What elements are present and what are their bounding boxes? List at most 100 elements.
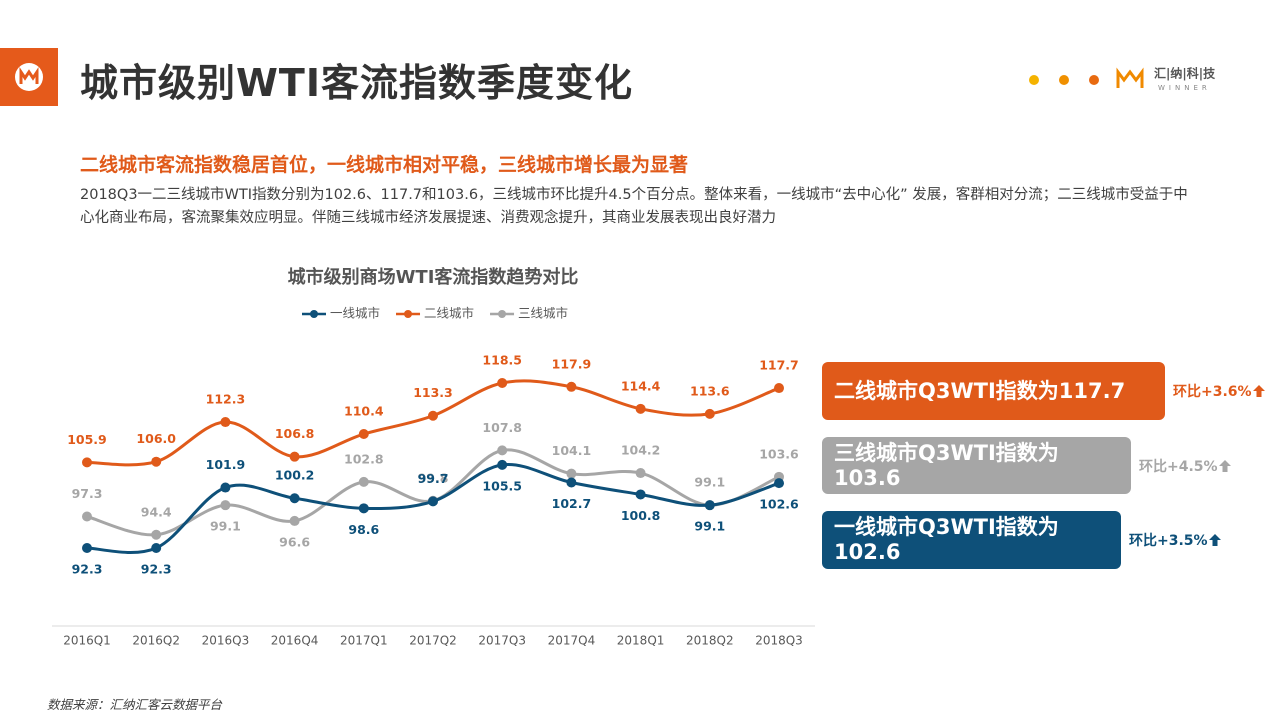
x-tick-label: 2018Q3 (755, 634, 803, 648)
data-label: 102.8 (344, 451, 384, 466)
up-arrow (1218, 459, 1231, 472)
data-label: 99.1 (694, 519, 725, 534)
data-label: 118.5 (482, 353, 522, 368)
x-tick-label: 2018Q1 (617, 634, 665, 648)
data-point (566, 468, 577, 479)
series-line (86, 448, 780, 537)
body-text: 2018Q3一二三线城市WTI指数分别为102.6、117.7和103.6，三线… (80, 187, 1188, 226)
x-tick-label: 2017Q1 (340, 634, 388, 648)
change: 环比+4.5% (1139, 454, 1232, 478)
data-point (497, 459, 508, 470)
legend-marker (498, 310, 507, 318)
data-point (151, 529, 162, 540)
x-tick-label: 2016Q3 (202, 634, 250, 648)
data-label: 99.1 (694, 475, 725, 490)
data-point (704, 500, 715, 511)
data-point (635, 468, 646, 479)
data-point (151, 543, 162, 553)
data-point (82, 457, 92, 468)
data-label: 114.4 (621, 378, 661, 393)
data-label: 117.7 (759, 358, 799, 373)
page-title: 城市级别WTI客流指数季度变化 (80, 61, 633, 105)
x-tick-label: 2017Q4 (548, 634, 596, 648)
data-point (151, 456, 162, 467)
data-label: 103.6 (759, 446, 799, 461)
x-tick-label: 2017Q3 (478, 634, 526, 648)
data-label: 100.2 (275, 468, 315, 483)
data-point (358, 503, 369, 514)
data-label: 92.3 (72, 562, 103, 577)
data-point (497, 445, 508, 456)
up-arrow (1252, 385, 1265, 397)
data-label: 102.6 (759, 497, 799, 512)
x-tick-label: 2016Q4 (271, 634, 319, 648)
data-point (497, 378, 508, 388)
data-label: 113.3 (413, 385, 453, 400)
data-point (635, 403, 646, 414)
data-label: 94.4 (141, 504, 172, 519)
data-point (428, 496, 438, 507)
data-point (289, 515, 300, 526)
data-label: 92.3 (141, 562, 172, 577)
data-label: 99.7 (418, 471, 449, 486)
data-label: 99.1 (210, 519, 241, 534)
change-text: 环比+3.6% (1173, 384, 1252, 400)
x-tick-label: 2017Q2 (409, 634, 457, 648)
chart-title: 城市级别商场WTI客流指数趋势对比 (288, 266, 579, 288)
data-label: 101.9 (206, 457, 246, 472)
data-point (358, 476, 369, 487)
legend: 一线城市 二线城市 三线城市 (302, 306, 568, 321)
data-point (220, 417, 231, 428)
data-label: 105.5 (482, 478, 522, 493)
brand-sub: WINNER (1158, 84, 1211, 92)
data-label: 102.7 (552, 496, 592, 511)
chart: 城市级别商场WTI客流指数趋势对比 2016Q1 2016Q2 2016Q3 2016… (52, 266, 815, 648)
x-tick-label: 2016Q2 (132, 634, 180, 648)
legend-marker (404, 310, 413, 318)
data-point (566, 381, 577, 392)
logo-icon (15, 63, 43, 91)
data-label: 96.6 (279, 534, 310, 549)
legend-label: 三线城市 (518, 306, 568, 321)
data-label: 104.2 (621, 443, 661, 458)
data-point (635, 489, 646, 500)
change: 环比+3.5% (1129, 528, 1222, 552)
data-point (289, 493, 300, 504)
brand: 汇|纳|科|技 WINNER (1029, 66, 1216, 92)
data-label: 98.6 (348, 522, 379, 537)
data-label: 106.8 (275, 426, 315, 441)
legend-marker (310, 310, 318, 318)
data-point (220, 482, 231, 493)
headline: 二线城市客流指数稳居首位，一线城市相对平稳，三线城市增长最为显著 (80, 154, 689, 176)
data-point (428, 410, 438, 421)
data-label: 107.8 (482, 420, 522, 435)
data-point (82, 511, 92, 522)
data-point (220, 500, 231, 511)
brand-name: 汇|纳|科|技 (1154, 66, 1216, 81)
up-arrow (1208, 534, 1221, 546)
data-point (82, 543, 92, 553)
data-label: 105.9 (67, 432, 107, 447)
callout: 一线城市Q3WTI指数为102.6 (822, 511, 1121, 569)
data-label: 100.8 (621, 508, 661, 523)
data-label: 113.6 (690, 383, 730, 398)
data-point (566, 477, 577, 488)
legend-label: 二线城市 (424, 306, 474, 321)
data-point (774, 478, 784, 489)
logo-box (0, 48, 58, 106)
data-label: 99.8 (418, 470, 449, 485)
x-tick-label: 2016Q1 (63, 634, 111, 648)
data-label: 110.4 (344, 404, 384, 419)
data-point (704, 408, 715, 419)
change: 环比+3.6% (1173, 379, 1266, 403)
data-label: 106.0 (136, 431, 176, 446)
change-text: 环比+3.5% (1129, 533, 1208, 549)
legend-label: 一线城市 (330, 306, 380, 321)
callout: 二线城市Q3WTI指数为117.7 (822, 362, 1165, 420)
callout: 三线城市Q3WTI指数为103.6 (822, 437, 1131, 494)
data-label: 97.3 (72, 486, 103, 501)
data-point (289, 451, 300, 462)
source: 数据来源：汇纳汇客云数据平台 (47, 697, 223, 712)
change-text: 环比+4.5% (1139, 458, 1218, 475)
